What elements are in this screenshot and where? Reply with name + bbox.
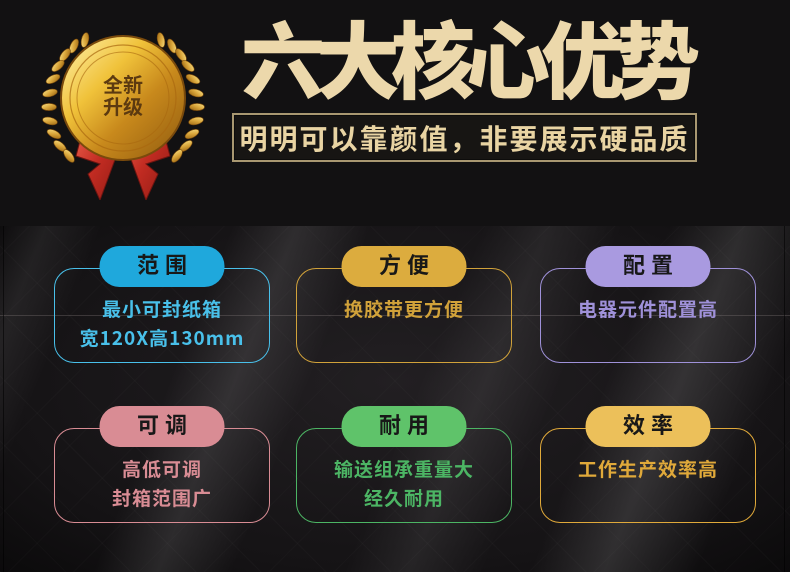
- svg-text:升级: 升级: [103, 91, 143, 120]
